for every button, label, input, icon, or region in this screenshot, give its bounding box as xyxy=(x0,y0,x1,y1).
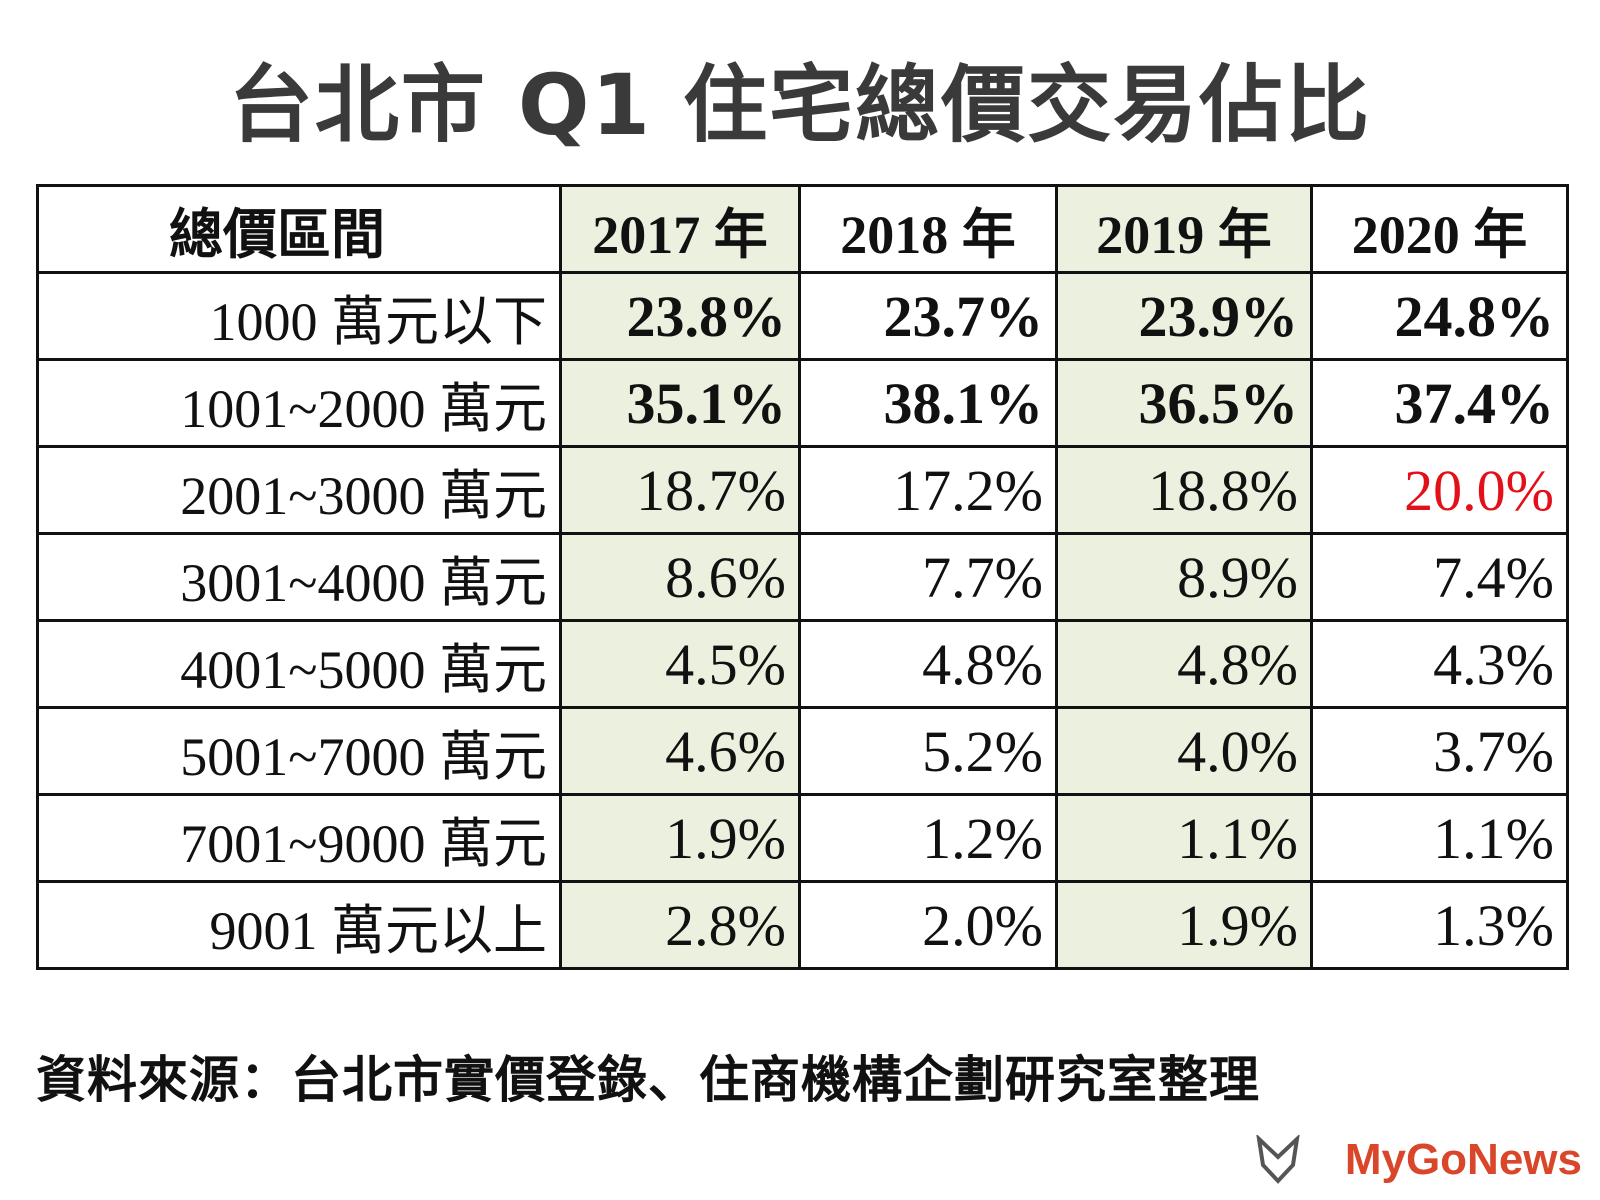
table-cell: 7.4% xyxy=(1310,532,1569,622)
logo: MyGoNews xyxy=(1344,1135,1582,1184)
table-cell: 4.8% xyxy=(1055,619,1313,709)
table-cell: 17.2% xyxy=(798,445,1058,535)
table-cell: 4.0% xyxy=(1055,706,1313,796)
table-cell: 8.9% xyxy=(1055,532,1313,622)
table-cell: 7.7% xyxy=(798,532,1058,622)
row-label: 9001 萬元以上 xyxy=(36,880,562,970)
column-header: 2020 年 xyxy=(1310,184,1569,274)
table-cell: 23.7% xyxy=(798,271,1058,361)
table-cell: 2.0% xyxy=(798,880,1058,970)
table-cell: 18.7% xyxy=(559,445,801,535)
row-label: 7001~9000 萬元 xyxy=(36,793,562,883)
table-cell: 20.0% xyxy=(1310,445,1569,535)
source-note: 資料來源：台北市實價登錄、住商機構企劃研究室整理 xyxy=(36,1051,1260,1109)
table-row: 2001~3000 萬元 18.7% 17.2% 18.8% 20.0% xyxy=(36,445,1569,535)
table-cell: 37.4% xyxy=(1310,358,1569,448)
table-cell: 1.1% xyxy=(1055,793,1313,883)
table-cell: 1.2% xyxy=(798,793,1058,883)
table-cell: 35.1% xyxy=(559,358,801,448)
table-cell: 4.3% xyxy=(1310,619,1569,709)
table-cell: 3.7% xyxy=(1310,706,1569,796)
column-header: 2019 年 xyxy=(1055,184,1313,274)
row-label: 4001~5000 萬元 xyxy=(36,619,562,709)
table-row: 9001 萬元以上 2.8% 2.0% 1.9% 1.3% xyxy=(36,880,1569,970)
table-cell: 8.6% xyxy=(559,532,801,622)
table-cell: 24.8% xyxy=(1310,271,1569,361)
row-label: 1001~2000 萬元 xyxy=(36,358,562,448)
table-cell: 4.8% xyxy=(798,619,1058,709)
table-cell: 4.5% xyxy=(559,619,801,709)
table-cell: 1.9% xyxy=(1055,880,1313,970)
row-label: 5001~7000 萬元 xyxy=(36,706,562,796)
table-row: 1001~2000 萬元 35.1% 38.1% 36.5% 37.4% xyxy=(36,358,1569,448)
logo-icon xyxy=(1256,1135,1300,1184)
column-header: 2017 年 xyxy=(559,184,801,274)
table: 總價區間 2017 年 2018 年 2019 年 2020 年 1000 萬元以下 23.… xyxy=(36,184,1569,970)
table-row: 7001~9000 萬元 1.9% 1.2% 1.1% 1.1% xyxy=(36,793,1569,883)
table-row: 1000 萬元以下 23.8% 23.7% 23.9% 24.8% xyxy=(36,271,1569,361)
table-row: 4001~5000 萬元 4.5% 4.8% 4.8% 4.3% xyxy=(36,619,1569,709)
title: 台北市 Q1 住宅總價交易佔比 xyxy=(228,56,1372,154)
table-cell: 1.1% xyxy=(1310,793,1569,883)
table-cell: 23.9% xyxy=(1055,271,1313,361)
table-cell: 36.5% xyxy=(1055,358,1313,448)
table-row: 5001~7000 萬元 4.6% 5.2% 4.0% 3.7% xyxy=(36,706,1569,796)
row-label: 2001~3000 萬元 xyxy=(36,445,562,535)
table-row: 3001~4000 萬元 8.6% 7.7% 8.9% 7.4% xyxy=(36,532,1569,622)
table-cell: 1.9% xyxy=(559,793,801,883)
row-label: 1000 萬元以下 xyxy=(36,271,562,361)
row-label: 3001~4000 萬元 xyxy=(36,532,562,622)
table-cell: 18.8% xyxy=(1055,445,1313,535)
table-cell: 38.1% xyxy=(798,358,1058,448)
table-cell: 5.2% xyxy=(798,706,1058,796)
table-cell: 4.6% xyxy=(559,706,801,796)
table-cell: 2.8% xyxy=(559,880,801,970)
table-cell: 1.3% xyxy=(1310,880,1569,970)
header-row: 總價區間 2017 年 2018 年 2019 年 2020 年 xyxy=(36,184,1569,274)
column-header: 總價區間 xyxy=(36,184,562,274)
table-cell: 23.8% xyxy=(559,271,801,361)
column-header: 2018 年 xyxy=(798,184,1058,274)
